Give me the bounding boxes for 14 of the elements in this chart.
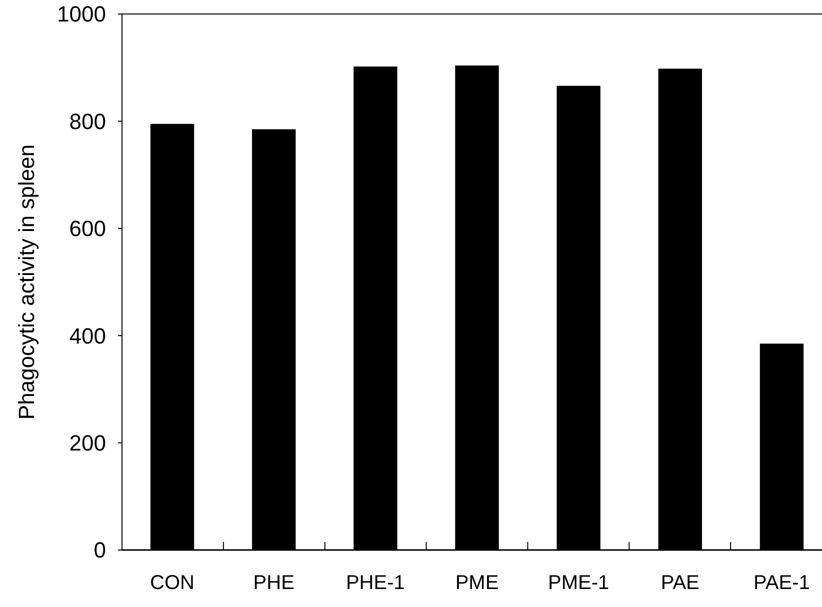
y-tick-label: 800 [69, 108, 106, 134]
x-tick-label: CON [150, 572, 195, 594]
y-tick-label: 0 [94, 538, 106, 563]
y-tick-label: 600 [69, 216, 106, 242]
y-tick-label: 400 [69, 323, 106, 348]
y-tick-label: 200 [69, 430, 106, 456]
x-tick-label: PME [455, 572, 499, 594]
x-tick-label: PHE-1 [346, 572, 405, 594]
x-tick-label: PME-1 [548, 572, 610, 594]
y-axis-title: Phagocytic activity in spleen [14, 144, 39, 420]
x-tick-label: PAE-1 [754, 572, 810, 594]
x-tick-label: PAE [660, 572, 700, 594]
y-tick-label: 1000 [57, 2, 106, 27]
x-tick-label: PHE [253, 572, 294, 594]
